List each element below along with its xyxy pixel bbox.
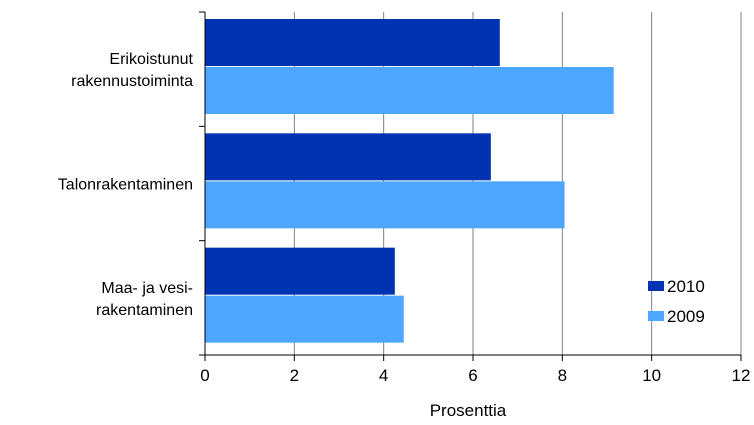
legend-swatch-2010 xyxy=(648,281,664,291)
legend-label-2009: 2009 xyxy=(667,307,705,326)
x-tick-label-2: 2 xyxy=(290,366,299,385)
bar-2009-3 xyxy=(205,295,404,343)
bar-2009-2 xyxy=(205,181,565,229)
bar-2010-1 xyxy=(205,19,500,66)
bar-2010-2 xyxy=(205,133,491,181)
labels: 0 2 4 6 8 10 12 Erikoistunut rakennustoiminta Tal… xyxy=(58,51,751,420)
x-tick-label-10: 10 xyxy=(642,366,661,385)
category-label-3-line-2: rakentaminen xyxy=(96,302,193,319)
axes xyxy=(199,11,742,361)
category-label-1-line-1: Erikoistunut xyxy=(109,51,193,68)
category-label-3-line-1: Maa- ja vesi- xyxy=(101,280,193,297)
bars xyxy=(205,19,614,343)
x-tick-label-4: 4 xyxy=(379,366,388,385)
category-label-1-line-2: rakennustoiminta xyxy=(71,73,193,90)
x-axis-title: Prosenttia xyxy=(430,401,507,420)
bar-2009-1 xyxy=(205,67,614,114)
legend-swatch-2009 xyxy=(648,311,664,321)
x-tick-label-0: 0 xyxy=(200,366,209,385)
x-tick-label-8: 8 xyxy=(558,366,567,385)
x-tick-label-6: 6 xyxy=(468,366,477,385)
legend: 2010 2009 xyxy=(648,277,705,326)
x-tick-label-12: 12 xyxy=(732,366,751,385)
bar-2010-3 xyxy=(205,247,395,295)
category-label-2-line-1: Talonrakentaminen xyxy=(58,177,193,194)
legend-label-2010: 2010 xyxy=(667,277,705,296)
